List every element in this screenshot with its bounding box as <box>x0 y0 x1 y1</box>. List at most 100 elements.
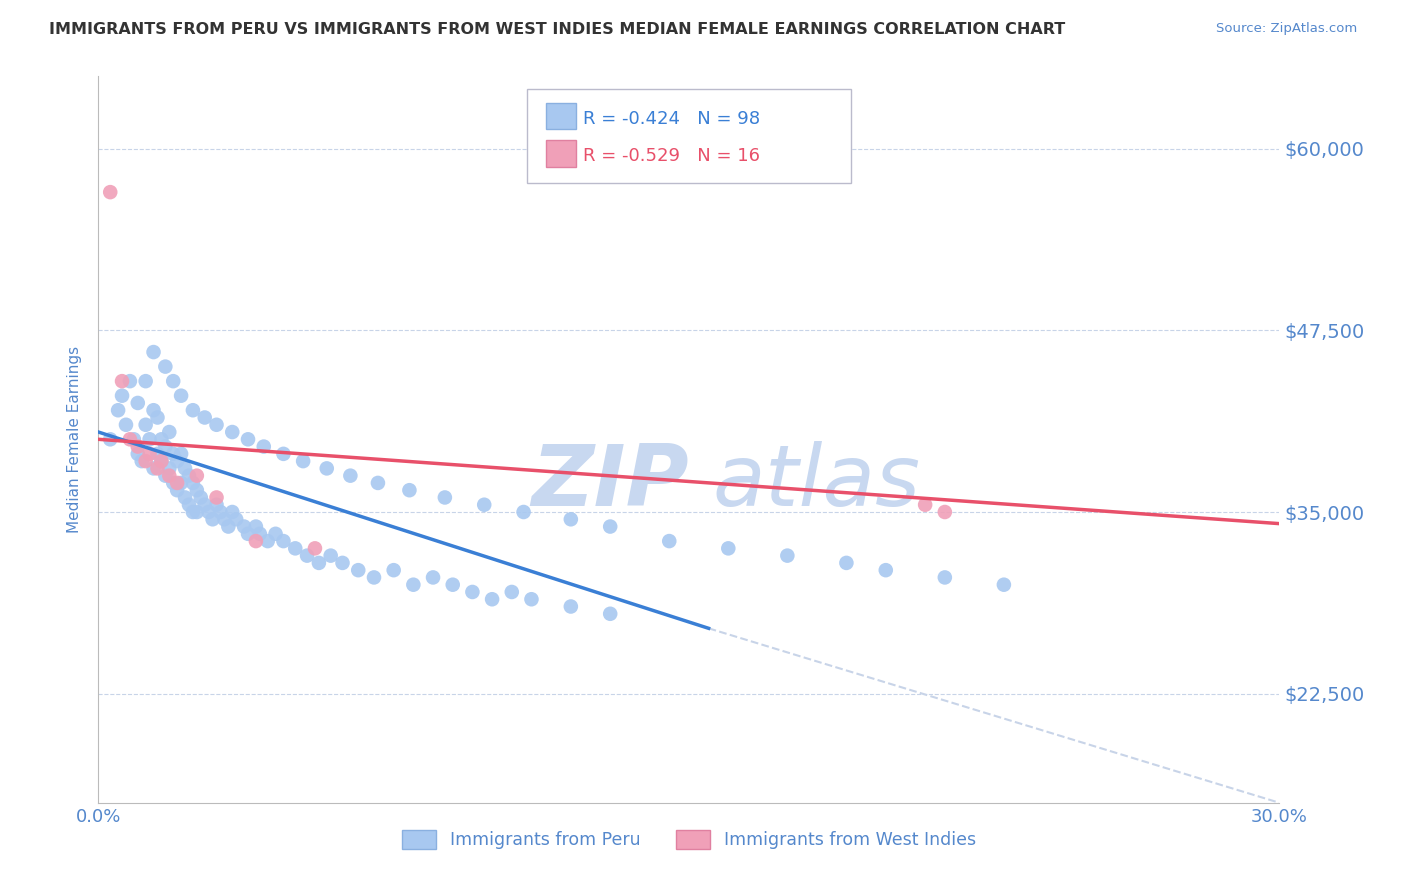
Point <box>135 374 157 388</box>
Point <box>155 468 177 483</box>
Point <box>560 512 582 526</box>
Point <box>155 440 177 454</box>
Point <box>177 468 200 483</box>
Point <box>142 345 165 359</box>
Point <box>181 403 204 417</box>
Point <box>599 607 621 621</box>
Point <box>118 374 141 388</box>
Point <box>186 468 208 483</box>
Point <box>233 519 256 533</box>
Point <box>472 498 495 512</box>
Point <box>236 526 259 541</box>
Point <box>934 570 956 584</box>
Text: Source: ZipAtlas.com: Source: ZipAtlas.com <box>1216 22 1357 36</box>
Point <box>197 505 219 519</box>
Point <box>382 563 405 577</box>
Point <box>308 556 330 570</box>
Point <box>717 541 740 556</box>
Point <box>461 585 484 599</box>
Point <box>162 475 184 490</box>
Point <box>225 512 247 526</box>
Point <box>138 447 160 461</box>
Point <box>155 359 177 374</box>
Point <box>170 447 193 461</box>
Point <box>284 541 307 556</box>
Point <box>138 432 160 446</box>
Point <box>170 475 193 490</box>
Point <box>166 483 188 498</box>
Point <box>162 447 184 461</box>
Point <box>98 432 121 446</box>
Point <box>181 505 204 519</box>
Point <box>295 549 318 563</box>
Point <box>209 505 232 519</box>
Point <box>236 432 259 446</box>
Text: ZIP: ZIP <box>531 442 689 524</box>
Point <box>174 461 197 475</box>
Point <box>157 468 180 483</box>
Point <box>150 454 173 468</box>
Point <box>135 417 157 432</box>
Point <box>560 599 582 614</box>
Point <box>157 461 180 475</box>
Point <box>194 498 217 512</box>
Point <box>658 534 681 549</box>
Point <box>146 447 169 461</box>
Point <box>174 491 197 505</box>
Point <box>520 592 543 607</box>
Point <box>150 432 173 446</box>
Point <box>273 447 295 461</box>
Point <box>245 519 267 533</box>
Point <box>205 498 228 512</box>
Point <box>319 549 342 563</box>
Point <box>441 578 464 592</box>
Point <box>501 585 523 599</box>
Text: IMMIGRANTS FROM PERU VS IMMIGRANTS FROM WEST INDIES MEDIAN FEMALE EARNINGS CORRE: IMMIGRANTS FROM PERU VS IMMIGRANTS FROM … <box>49 22 1066 37</box>
Text: R = -0.529   N = 16: R = -0.529 N = 16 <box>583 147 761 165</box>
Point <box>422 570 444 584</box>
Point <box>339 468 361 483</box>
Point <box>186 483 208 498</box>
Point <box>993 578 1015 592</box>
Point <box>177 498 200 512</box>
Point <box>142 461 165 475</box>
Point <box>402 578 425 592</box>
Point <box>256 534 278 549</box>
Point <box>433 491 456 505</box>
Y-axis label: Median Female Earnings: Median Female Earnings <box>67 346 83 533</box>
Text: atlas: atlas <box>713 442 921 524</box>
Point <box>217 519 239 533</box>
Text: R = -0.424   N = 98: R = -0.424 N = 98 <box>583 110 761 128</box>
Point <box>835 556 858 570</box>
Point <box>205 491 228 505</box>
Point <box>264 526 287 541</box>
Point <box>398 483 420 498</box>
Point <box>142 403 165 417</box>
Point <box>367 475 389 490</box>
Point <box>146 461 169 475</box>
Point <box>221 505 243 519</box>
Point <box>875 563 897 577</box>
Point <box>170 389 193 403</box>
Point <box>245 534 267 549</box>
Point <box>186 505 208 519</box>
Point <box>127 440 149 454</box>
Point <box>201 512 224 526</box>
Point <box>127 447 149 461</box>
Point <box>512 505 534 519</box>
Point <box>214 512 236 526</box>
Point <box>249 526 271 541</box>
Point <box>135 454 157 468</box>
Point <box>221 425 243 439</box>
Point <box>98 185 121 199</box>
Point <box>166 454 188 468</box>
Point <box>292 454 315 468</box>
Legend: Immigrants from Peru, Immigrants from West Indies: Immigrants from Peru, Immigrants from We… <box>395 822 983 856</box>
Point <box>131 454 153 468</box>
Point <box>162 374 184 388</box>
Point <box>599 519 621 533</box>
Point <box>111 374 134 388</box>
Point <box>332 556 354 570</box>
Point <box>304 541 326 556</box>
Point <box>157 425 180 439</box>
